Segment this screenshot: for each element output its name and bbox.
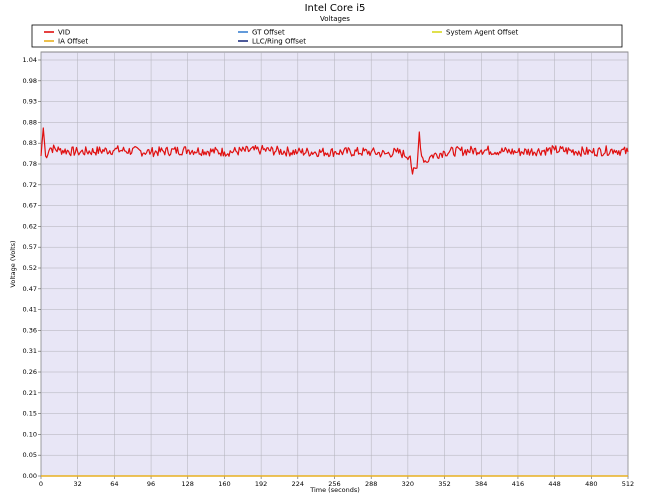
y-tick-label: 0.72 <box>23 181 37 189</box>
chart-title: Intel Core i5 <box>305 3 366 14</box>
y-tick-label: 0.62 <box>23 222 37 230</box>
y-tick-label: 0.88 <box>23 118 37 126</box>
x-axis-label: Time (seconds) <box>309 486 360 494</box>
x-axis: 0 32 64 96 128 160 192 224 256 288 320 352 384 416 448… <box>39 476 634 488</box>
y-tick-label: 0.41 <box>23 306 37 314</box>
x-tick-label: 96 <box>147 480 155 488</box>
x-tick-label: 448 <box>548 480 560 488</box>
y-tick-label: 0.00 <box>23 472 37 480</box>
y-tick-label: 0.83 <box>23 139 37 147</box>
y-tick-label: 0.57 <box>23 243 37 251</box>
legend-label: System Agent Offset <box>446 29 519 37</box>
legend-box <box>31 24 623 48</box>
x-tick-label: 512 <box>622 480 634 488</box>
x-tick-label: 384 <box>475 480 487 488</box>
y-axis: 0.00 0.05 0.10 0.15 0.21 0.26 0.31 0.36 0.41 0.47… <box>23 56 41 480</box>
x-tick-label: 352 <box>438 480 450 488</box>
x-tick-label: 192 <box>255 480 267 488</box>
y-tick-label: 0.98 <box>23 77 37 85</box>
legend-label: VID <box>58 29 70 37</box>
x-tick-label: 0 <box>39 480 43 488</box>
y-tick-label: 0.52 <box>23 264 37 272</box>
y-tick-label: 0.26 <box>23 368 37 376</box>
y-tick-label: 0.67 <box>23 202 37 210</box>
x-tick-label: 320 <box>402 480 414 488</box>
legend-label: LLC/Ring Offset <box>252 38 306 46</box>
x-tick-label: 160 <box>218 480 230 488</box>
y-tick-label: 0.21 <box>23 389 37 397</box>
y-tick-label: 0.78 <box>23 160 37 168</box>
series-lines <box>40 127 629 477</box>
y-tick-label: 0.36 <box>23 326 37 334</box>
x-tick-label: 256 <box>328 480 340 488</box>
series-line-vid <box>40 127 629 175</box>
x-tick-label: 224 <box>292 480 304 488</box>
y-tick-label: 0.93 <box>23 98 37 106</box>
y-tick-label: 0.05 <box>23 451 37 459</box>
x-tick-label: 480 <box>585 480 597 488</box>
x-tick-label: 128 <box>182 480 194 488</box>
x-tick-label: 416 <box>512 480 524 488</box>
y-tick-label: 0.47 <box>23 285 37 293</box>
x-tick-label: 32 <box>74 480 82 488</box>
y-tick-label: 1.04 <box>23 56 37 64</box>
legend-label: IA Offset <box>58 38 88 46</box>
legend-label: GT Offset <box>252 29 285 37</box>
y-axis-label: Voltage (Volts) <box>9 240 17 287</box>
y-tick-label: 0.31 <box>23 347 37 355</box>
y-tick-label: 0.10 <box>23 430 37 438</box>
x-tick-label: 64 <box>110 480 118 488</box>
x-tick-label: 288 <box>365 480 377 488</box>
chart-subtitle: Voltages <box>320 15 350 23</box>
legend: VID GT Offset System Agent Offset IA Offset… <box>44 29 519 46</box>
y-tick-label: 0.15 <box>23 410 37 418</box>
